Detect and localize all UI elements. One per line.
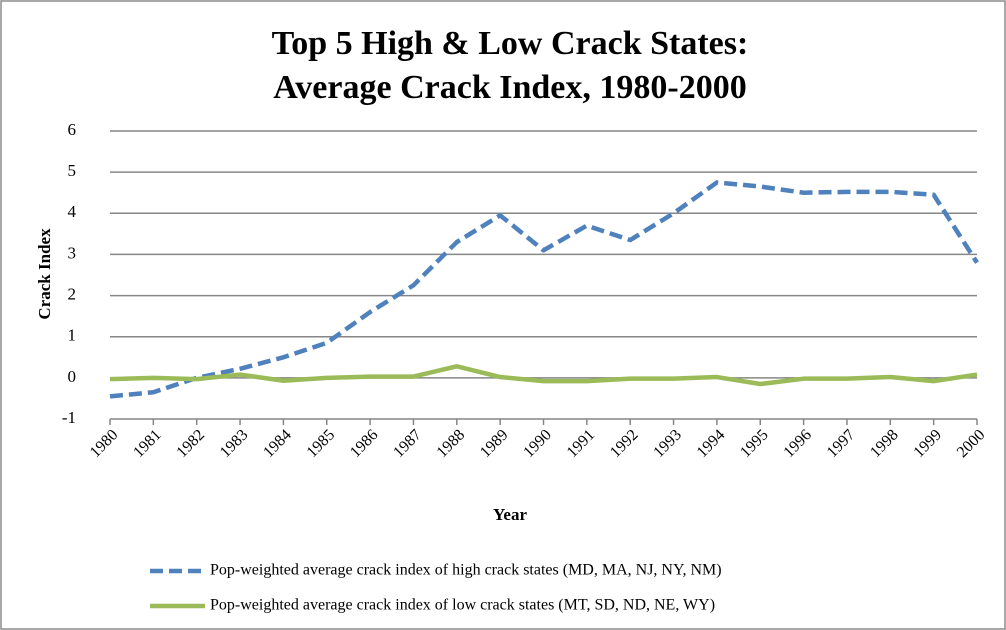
x-axis-title: Year: [493, 505, 527, 524]
y-tick-label: 6: [68, 120, 77, 139]
legend-label: Pop-weighted average crack index of low …: [210, 597, 715, 614]
data-line: [109, 364, 978, 387]
y-tick-label: 4: [68, 202, 77, 221]
y-tick-label: 2: [68, 284, 77, 303]
y-tick-label: 0: [68, 367, 77, 386]
y-axis-title: Crack Index: [35, 228, 54, 320]
chart-title: Top 5 High & Low Crack States:: [272, 25, 749, 62]
y-tick-label: 5: [68, 161, 77, 180]
legend-label: Pop-weighted average crack index of high…: [210, 562, 722, 579]
chart-title: Average Crack Index, 1980-2000: [273, 69, 746, 106]
y-tick-label: 1: [68, 326, 77, 345]
y-tick-label: 3: [68, 243, 77, 262]
data-line: [109, 180, 979, 399]
y-tick-label: -1: [62, 408, 76, 427]
